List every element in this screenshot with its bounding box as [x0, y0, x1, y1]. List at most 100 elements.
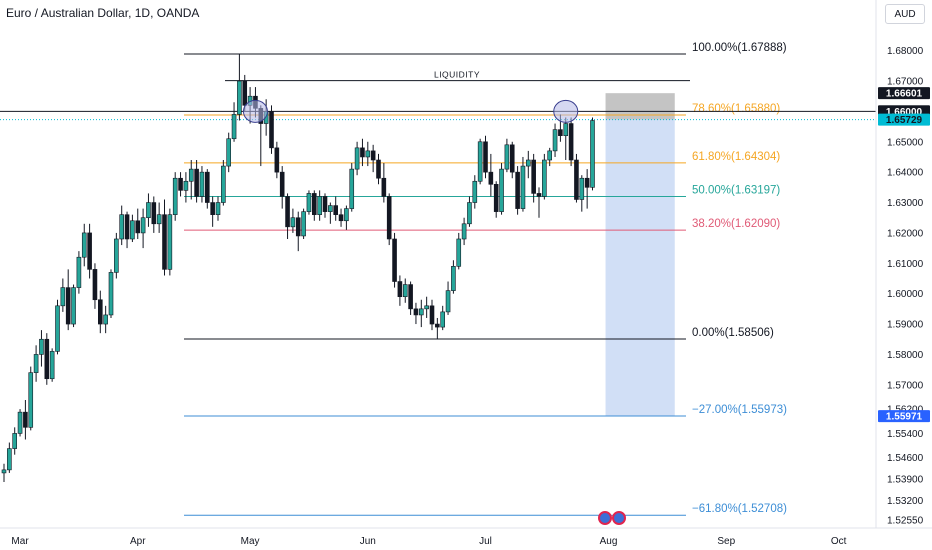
candle-body: [386, 196, 392, 240]
candle-body: [301, 211, 306, 237]
candle-body: [558, 129, 563, 136]
candle-body: [435, 323, 440, 328]
price-axis-tick: 1.53900: [887, 474, 924, 485]
candle-body: [392, 238, 397, 282]
time-axis-tick: Jul: [479, 536, 492, 547]
candle-body: [178, 177, 183, 191]
candle-body: [114, 238, 119, 273]
candle-body: [360, 147, 365, 158]
event-marker-icon[interactable]: [598, 511, 612, 525]
price-badge-bg: [878, 410, 930, 423]
candle-body: [499, 168, 504, 212]
candle-body: [279, 171, 285, 197]
candle-body: [397, 281, 403, 298]
currency-selector[interactable]: AUD: [885, 4, 925, 24]
price-axis-tick: 1.68000: [887, 46, 924, 57]
candle-body: [376, 159, 381, 179]
candle-body: [130, 220, 135, 240]
candle-body: [413, 308, 419, 316]
candle-body: [542, 159, 547, 197]
position-tool-group[interactable]: [605, 93, 675, 417]
price-axis-tick: 1.52550: [887, 516, 924, 527]
candle-body: [199, 171, 205, 197]
price-axis-tick: 1.63000: [887, 198, 924, 209]
candle-body: [151, 202, 157, 225]
candle-body: [92, 269, 98, 301]
annotations-group[interactable]: LIQUIDITY: [225, 70, 690, 525]
price-axis-tick: 1.62000: [887, 228, 924, 239]
price-axis-tick: 1.64000: [887, 168, 924, 179]
candle-body: [429, 305, 435, 325]
price-badge-bg: [878, 87, 930, 100]
price-badge-label: 1.66000: [886, 107, 923, 118]
price-badge-label: 1.66601: [886, 89, 923, 100]
candle-body: [65, 287, 71, 325]
candle-body: [39, 338, 44, 355]
candle-body: [365, 150, 371, 158]
fib-level-label: 100.00%(1.67888): [692, 42, 787, 54]
liquidity-circle[interactable]: [242, 99, 268, 123]
candle-body: [520, 165, 526, 209]
horizontal-lines-group[interactable]: [0, 110, 876, 121]
candle-body: [295, 217, 301, 237]
candle-body: [162, 214, 167, 270]
fib-level-label: −61.80%(1.52708): [692, 503, 787, 515]
candle-body: [515, 171, 520, 209]
candle-body: [418, 308, 424, 316]
fib-level-label: 38.20%(1.62090): [692, 218, 780, 230]
price-axis-tick: 1.67000: [887, 77, 924, 88]
position-stop-zone[interactable]: [605, 93, 675, 120]
candle-body: [33, 354, 39, 373]
candle-body: [467, 202, 472, 225]
candle-body: [49, 351, 55, 380]
time-axis-tick: May: [241, 536, 260, 547]
candle-body: [98, 299, 103, 325]
candle-body: [344, 208, 349, 222]
candle-body: [547, 150, 553, 161]
candle-body: [568, 123, 574, 161]
candle-body: [231, 114, 237, 140]
candle-body: [23, 411, 28, 428]
event-marker-icon[interactable]: [612, 511, 626, 525]
chart-title: Euro / Australian Dollar, 1D, OANDA: [6, 6, 199, 20]
candle-body: [488, 171, 494, 185]
position-target-zone[interactable]: [605, 119, 675, 417]
candle-body: [1, 469, 7, 474]
liquidity-circle[interactable]: [553, 99, 579, 123]
candle-body: [579, 177, 585, 200]
time-axis[interactable]: Mar Apr May Jun Jul Aug Sep Oct: [11, 536, 846, 547]
candle-body: [156, 214, 162, 225]
candle-body: [322, 196, 328, 212]
candle-body: [285, 196, 290, 228]
candle-body: [210, 202, 215, 215]
price-axis-tick: 1.61000: [887, 259, 924, 270]
candle-body: [194, 168, 199, 197]
candle-body: [290, 217, 296, 228]
time-axis-tick: Aug: [600, 536, 618, 547]
fibonacci-levels-group[interactable]: 100.00%(1.67888) 78.60%(1.65880) 61.80%(1.…: [184, 42, 787, 516]
candle-body: [354, 147, 360, 170]
time-axis-tick: Jun: [360, 536, 376, 547]
price-badge-bg: [878, 113, 930, 126]
candle-body: [440, 311, 446, 328]
candle-body: [269, 111, 274, 149]
price-badge: 1.65729: [878, 113, 930, 126]
candle-body: [370, 150, 376, 161]
candle-body: [451, 266, 456, 291]
candle-body: [71, 287, 76, 325]
candle-body: [311, 193, 317, 215]
candles-group: [1, 53, 595, 483]
candle-body: [461, 223, 467, 240]
candle-body: [172, 177, 178, 215]
candle-body: [552, 129, 558, 152]
candle-body: [274, 147, 280, 173]
candle-body: [349, 168, 355, 209]
candle-body: [536, 193, 542, 197]
candle-body: [167, 214, 173, 270]
candle-body: [306, 193, 312, 212]
candle-body: [584, 177, 590, 188]
